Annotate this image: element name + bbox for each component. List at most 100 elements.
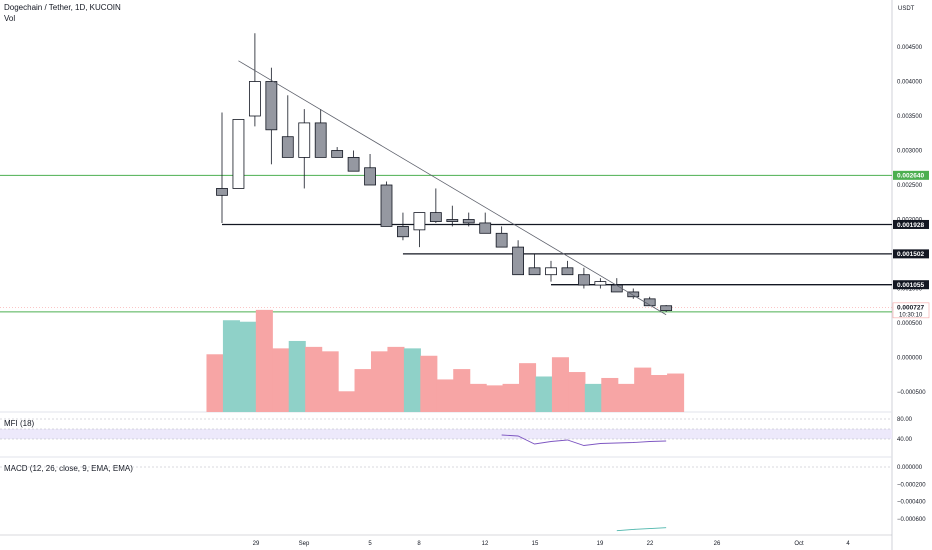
- countdown-label: 10:30:10: [899, 312, 923, 318]
- last-price-badge: [892, 302, 930, 319]
- candle: [364, 153, 376, 186]
- price-tick-label: 0.003000: [897, 149, 923, 155]
- mfi-legend: MFI (18): [4, 419, 35, 428]
- volume-bar: [667, 373, 685, 412]
- price-tick-label: 0.000500: [897, 321, 923, 327]
- candle-body: [265, 81, 278, 131]
- macd-tick-label: −0.000200: [897, 482, 926, 488]
- mfi-tick-label: 80.00: [897, 417, 913, 423]
- candle-body: [660, 305, 673, 311]
- volume-bars: [206, 309, 685, 412]
- candle: [627, 288, 640, 299]
- macd-tick-label: 0.000000: [897, 465, 923, 471]
- candle: [479, 212, 492, 234]
- level-badge: [893, 219, 929, 229]
- volume-bar: [453, 369, 471, 412]
- macd-pane: [0, 466, 892, 532]
- level-badge-label: 0.002640: [897, 173, 924, 180]
- price-axis: USDT 0.004500 0.004000 0.003500 0.003000 0.00…: [892, 6, 930, 523]
- volume-bar: [584, 383, 602, 412]
- candle: [643, 296, 656, 307]
- candle: [561, 260, 574, 276]
- pane-separators: [0, 0, 893, 550]
- time-tick-label: 4: [846, 541, 850, 547]
- volume-bar: [502, 383, 520, 412]
- mfi-pane: [0, 418, 892, 446]
- candle-body: [281, 136, 294, 158]
- volume-bar: [354, 369, 372, 412]
- candle: [512, 240, 524, 276]
- candle-body: [331, 150, 344, 158]
- macd-legend: MACD (12, 26, close, 9, EMA, EMA): [4, 464, 133, 473]
- level-badge-label: 0.001055: [897, 282, 924, 289]
- candle-body: [314, 122, 327, 158]
- candle-body: [561, 267, 574, 276]
- candle: [545, 260, 557, 282]
- descending-trendline: [238, 60, 667, 316]
- chart-title: Dogechain / Tether, 1D, KUCOIN: [4, 3, 121, 12]
- candle: [462, 212, 475, 227]
- volume-bar: [568, 372, 586, 412]
- macd-tick-label: −0.000400: [897, 500, 926, 506]
- level-badge: [893, 170, 929, 180]
- volume-legend: Vol: [4, 14, 16, 23]
- candle: [314, 109, 327, 158]
- candles: [216, 33, 673, 312]
- price-tick-label: 0.004500: [897, 45, 923, 51]
- volume-bar: [403, 348, 421, 412]
- volume-bar: [222, 320, 240, 412]
- candle-body: [479, 222, 492, 234]
- volume-bar: [634, 367, 652, 412]
- level-badge-label: 0.001928: [897, 222, 924, 229]
- time-tick-label: 5: [368, 541, 372, 547]
- candle: [232, 119, 245, 189]
- volume-bar: [436, 379, 454, 412]
- price-tick-label: 0.003500: [897, 114, 923, 120]
- level-badge-label: 0.001502: [897, 251, 924, 258]
- candle-body: [643, 298, 656, 307]
- candle: [660, 305, 673, 312]
- price-tick-label: 0.004000: [897, 80, 923, 86]
- time-tick-label: 22: [647, 541, 654, 547]
- candle-body: [429, 212, 442, 222]
- volume-bar: [370, 351, 389, 412]
- time-tick-label: 26: [714, 541, 721, 547]
- level-badge: [893, 280, 929, 290]
- time-axis: 29 Sep 5 8 12 15 19 22 26 Oct 4: [253, 541, 851, 547]
- volume-bar: [551, 357, 569, 412]
- price-axis-currency: USDT: [898, 6, 915, 12]
- volume-bar: [387, 346, 405, 412]
- candle: [281, 95, 294, 158]
- candle: [248, 33, 261, 127]
- candle-body: [495, 232, 508, 248]
- candle: [528, 254, 541, 276]
- price-tick-label: 0.002500: [897, 183, 923, 189]
- time-tick-label: Oct: [794, 541, 804, 547]
- candle: [298, 109, 311, 189]
- candle-body: [380, 184, 393, 227]
- candle-body: [528, 267, 541, 276]
- candle-body: [232, 119, 245, 189]
- price-tick-label: 0.000000: [897, 356, 923, 362]
- candle-body: [364, 167, 376, 186]
- candle-body: [216, 188, 228, 196]
- price-tick-label: −0.000500: [897, 390, 926, 396]
- time-tick-label: 29: [253, 541, 260, 547]
- candle-body: [545, 267, 557, 276]
- volume-bar: [272, 348, 290, 412]
- volume-bar: [206, 354, 224, 412]
- mfi-band: [0, 429, 892, 439]
- candle: [446, 205, 459, 227]
- candle-body: [298, 122, 311, 158]
- horizontal-levels: [0, 174, 892, 313]
- volume-bar: [255, 309, 273, 412]
- candle: [594, 278, 607, 289]
- volume-bar: [338, 391, 356, 412]
- candle-body: [627, 291, 640, 298]
- candle: [578, 267, 590, 289]
- time-tick-label: 8: [417, 541, 421, 547]
- volume-bar: [650, 375, 668, 412]
- time-tick-label: 12: [482, 541, 489, 547]
- candle-body: [446, 219, 459, 222]
